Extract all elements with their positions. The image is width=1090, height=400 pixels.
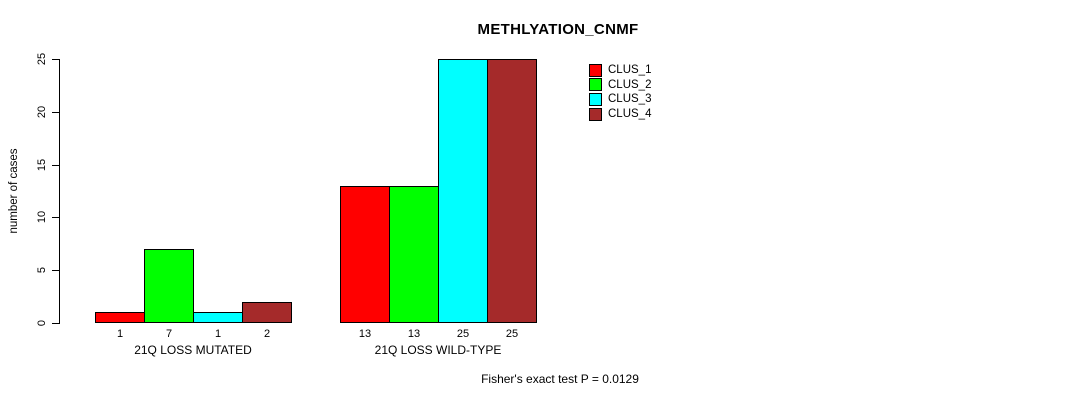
y-tick xyxy=(52,270,59,271)
y-tick-label: 15 xyxy=(36,158,48,172)
y-tick xyxy=(52,112,59,113)
y-tick-label: 20 xyxy=(36,105,48,119)
bar-value-label: 1 xyxy=(214,328,222,340)
bar-clus_1-group1 xyxy=(95,312,145,323)
legend-row-clus_2: CLUS_2 xyxy=(589,78,651,93)
y-tick xyxy=(52,59,59,60)
legend-swatch-icon xyxy=(589,92,602,106)
bar-clus_3-group2 xyxy=(438,59,488,323)
legend-swatch-icon xyxy=(589,63,602,77)
y-tick-label: 0 xyxy=(36,319,48,327)
y-tick-label: 5 xyxy=(36,266,48,274)
bar-value-label: 25 xyxy=(456,328,470,340)
bar-value-label: 1 xyxy=(116,328,124,340)
group-label-wild-type: 21Q LOSS WILD-TYPE xyxy=(374,343,502,357)
bar-value-label: 13 xyxy=(358,328,372,340)
bar-clus_2-group2 xyxy=(389,186,439,323)
bar-clus_3-group1 xyxy=(193,312,243,323)
y-tick xyxy=(52,323,59,324)
y-tick-label: 10 xyxy=(36,210,48,224)
bar-value-label: 2 xyxy=(263,328,271,340)
legend-label: CLUS_1 xyxy=(608,64,652,77)
legend-row-clus_1: CLUS_1 xyxy=(589,63,651,78)
y-tick xyxy=(52,165,59,166)
legend-label: CLUS_4 xyxy=(608,108,652,121)
bar-value-label: 13 xyxy=(407,328,421,340)
bar-value-label: 25 xyxy=(505,328,519,340)
legend-row-clus_4: CLUS_4 xyxy=(589,107,651,122)
chart-title: METHLYATION_CNMF xyxy=(477,21,639,38)
legend-swatch-icon xyxy=(589,107,602,121)
y-axis-line xyxy=(59,59,60,324)
fisher-test-annotation: Fisher's exact test P = 0.0129 xyxy=(481,372,639,386)
y-tick-label: 25 xyxy=(36,52,48,66)
legend-label: CLUS_3 xyxy=(608,93,652,106)
bar-value-label: 7 xyxy=(165,328,173,340)
legend-label: CLUS_2 xyxy=(608,78,652,91)
y-axis-label: number of cases xyxy=(8,148,20,234)
bar-clus_2-group1 xyxy=(144,249,194,323)
legend-row-clus_3: CLUS_3 xyxy=(589,92,651,107)
legend-swatch-icon xyxy=(589,78,602,92)
bar-clus_1-group2 xyxy=(340,186,390,323)
y-tick xyxy=(52,217,59,218)
bar-clus_4-group2 xyxy=(487,59,537,323)
bar-clus_4-group1 xyxy=(242,302,292,323)
legend: CLUS_1 CLUS_2 CLUS_3 CLUS_4 xyxy=(589,63,651,121)
group-label-mutated: 21Q LOSS MUTATED xyxy=(134,343,252,357)
